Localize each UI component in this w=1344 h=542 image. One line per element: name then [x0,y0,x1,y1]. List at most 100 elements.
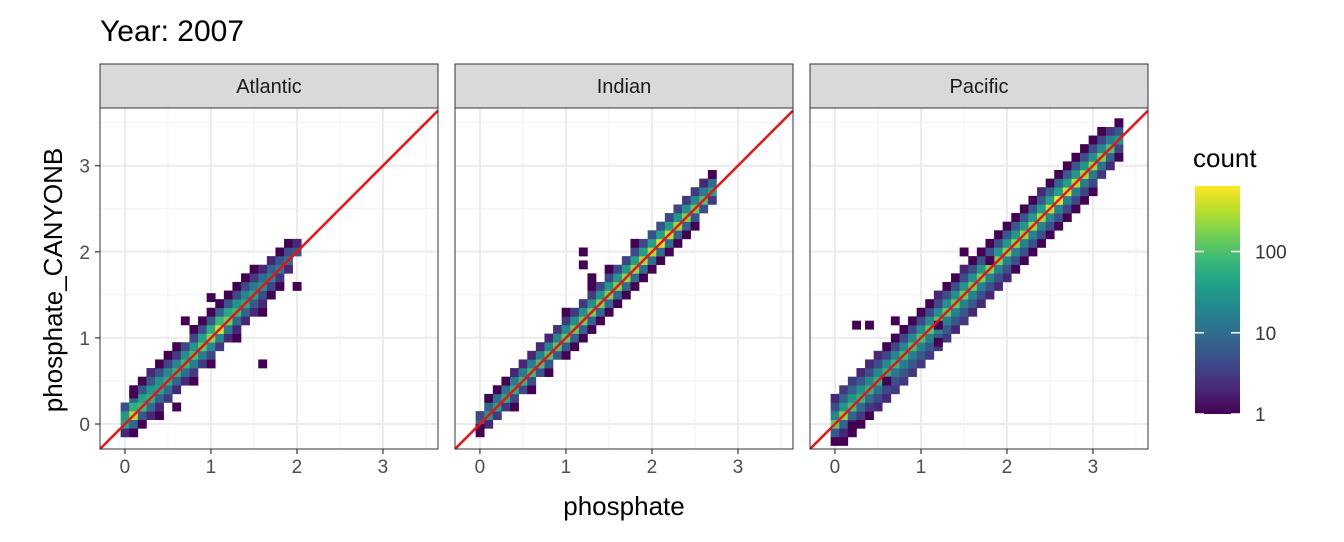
histogram-bin [647,238,657,248]
histogram-bin [690,187,700,197]
histogram-bin [510,402,519,412]
histogram-bin [830,436,840,446]
histogram-bin [873,350,883,360]
legend-tick-label: 100 [1255,243,1287,264]
histogram-bin [155,376,164,386]
histogram-bin [1071,152,1081,162]
histogram-bin [587,325,597,334]
histogram-bin [1045,187,1055,197]
histogram-bin [1002,238,1012,248]
histogram-bin [1105,126,1115,136]
histogram-bin [172,359,182,369]
histogram-bin [707,170,717,179]
histogram-bin [976,264,986,274]
histogram-bin [899,376,909,386]
histogram-bin [604,281,614,291]
histogram-bin [1037,230,1046,240]
histogram-bin [155,393,164,403]
y-tick-label: 2 [79,243,90,264]
histogram-bin [249,264,259,274]
histogram-bin [630,247,640,257]
histogram-bin [198,325,207,334]
histogram-bin [942,333,952,343]
histogram-bin [1062,213,1072,222]
histogram-bin [856,419,866,429]
histogram-bin [959,247,969,257]
histogram-bin [215,342,225,352]
histogram-bin [561,325,571,334]
histogram-bin [596,290,605,300]
histogram-bin [1080,161,1089,171]
histogram-bin [856,402,866,412]
histogram-bin [249,307,259,317]
histogram-bin [830,428,840,438]
histogram-bin [215,307,225,317]
legend-tick-label: 1 [1255,405,1266,426]
histogram-bin [561,316,571,326]
histogram-bin [189,333,199,343]
histogram-bin [951,316,960,326]
histogram-bin [292,281,302,291]
histogram-bin [699,178,709,188]
histogram-bin [882,376,892,386]
histogram-bin [1062,195,1072,205]
histogram-bin [596,307,605,317]
histogram-bin [968,273,978,283]
histogram-bin [137,385,147,395]
histogram-bin [847,385,857,395]
histogram-bin [976,281,986,291]
histogram-bin [908,325,917,334]
histogram-bin [916,359,926,369]
histogram-bin [527,350,537,360]
histogram-bin [856,376,866,386]
histogram-bin [206,350,216,360]
histogram-bin [925,307,935,317]
histogram-bin [578,299,588,309]
chart-title: Year: 2007 [100,15,244,48]
histogram-bin [847,376,857,386]
histogram-bin [621,290,631,300]
histogram-bin [266,281,276,291]
histogram-bin [1080,187,1089,197]
histogram-bin [639,273,648,283]
histogram-bin [544,368,554,377]
histogram-bin [1002,221,1012,231]
histogram-bin [976,290,986,300]
facet-strip-label: Pacific [950,76,1009,98]
histogram-bin [604,273,614,283]
histogram-bin [656,230,666,240]
histogram-bin [933,290,943,300]
histogram-bin [916,316,926,326]
histogram-bin [163,368,173,377]
histogram-bin [578,260,588,270]
histogram-bin [839,419,849,429]
histogram-bin [959,316,969,326]
histogram-bin [959,281,969,291]
histogram-bin [232,325,242,334]
histogram-bin [129,402,139,412]
histogram-bin [908,359,917,369]
histogram-bin [1037,238,1046,248]
histogram-bin [249,273,259,283]
histogram-bin [596,281,605,291]
histogram-bin [994,230,1003,240]
histogram-bin [189,359,199,369]
histogram-bin [916,350,926,360]
histogram-bin [1002,256,1012,266]
histogram-bin [241,290,250,300]
histogram-bin [578,325,588,334]
histogram-bin [492,411,502,421]
histogram-bin [180,342,190,352]
histogram-bin [561,307,571,317]
histogram-bin [1011,247,1021,257]
histogram-bin [908,333,917,343]
histogram-bin [275,256,285,266]
histogram-bin [1105,135,1115,145]
histogram-bin [570,342,580,352]
histogram-bin [1054,178,1064,188]
histogram-bin [198,350,207,360]
histogram-bin [587,299,597,309]
histogram-bin [673,204,683,214]
histogram-bin [699,187,709,197]
histogram-bin [1028,247,1038,257]
